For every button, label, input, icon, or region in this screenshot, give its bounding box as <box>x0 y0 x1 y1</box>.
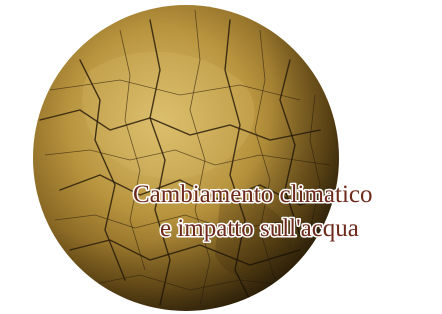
globe <box>33 5 339 311</box>
caption-line-1: Cambiamento climatico <box>133 181 373 208</box>
image: Cambiamento climatico e impatto sull'acq… <box>0 0 442 314</box>
caption-line-2: e impatto sull'acqua <box>160 215 359 242</box>
